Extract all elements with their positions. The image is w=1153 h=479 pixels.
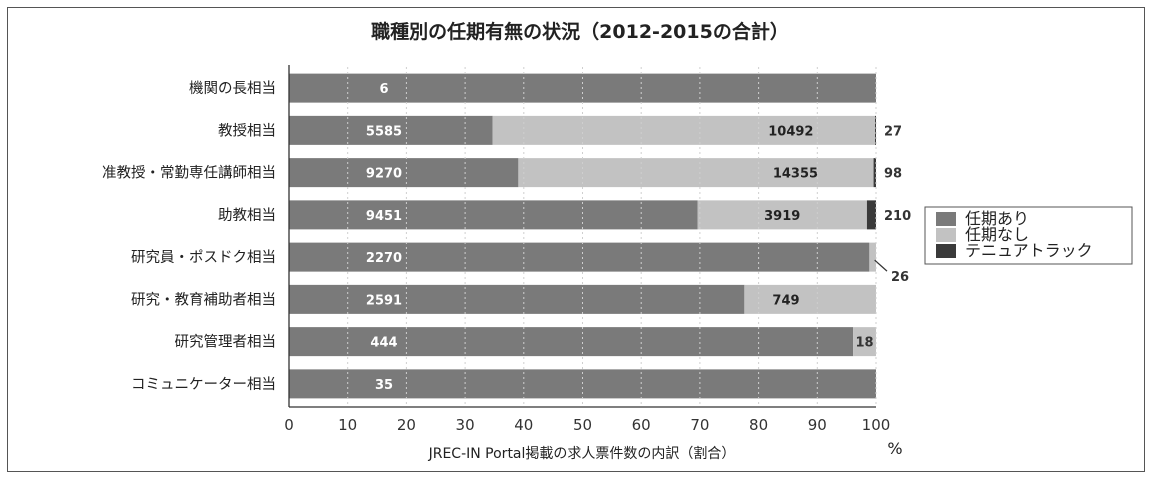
bar-segment [744, 284, 876, 314]
category-label: 助教相当 [218, 207, 276, 224]
data-label: 2270 [366, 251, 402, 266]
x-tick-label: 80 [749, 416, 768, 434]
x-tick-label: 10 [338, 416, 357, 434]
category-label: 准教授・常勤専任講師相当 [102, 165, 276, 182]
data-label: 2591 [366, 293, 402, 308]
bar-segment [289, 158, 519, 188]
category-label: コミュニケーター相当 [131, 376, 276, 393]
x-tick-label: 20 [397, 416, 416, 434]
legend-label: テニュアトラック [965, 241, 1093, 260]
category-label: 研究管理者相当 [175, 334, 277, 351]
bar-segment [875, 115, 876, 145]
bar-segment [289, 284, 745, 314]
data-label: 10492 [768, 124, 813, 139]
data-label: 26 [891, 270, 909, 285]
x-tick-label: 60 [632, 416, 651, 434]
x-axis-label: JREC-IN Portal掲載の求人票件数の内訳（割合） [428, 445, 736, 462]
bar-segment [873, 158, 876, 188]
data-label: 18 [856, 336, 874, 351]
data-label: 210 [884, 209, 911, 224]
legend-swatch [936, 212, 956, 226]
legend-box [924, 206, 1133, 265]
bar-segment [289, 242, 870, 272]
data-label: 35 [375, 378, 393, 393]
data-label: 3919 [764, 209, 800, 224]
x-tick-label: 30 [456, 416, 475, 434]
data-label: 749 [772, 293, 799, 308]
data-label: 27 [884, 124, 902, 139]
bar-segment [289, 327, 854, 357]
data-label: 98 [884, 167, 902, 182]
bar-segment [866, 200, 876, 230]
x-tick-label: 0 [284, 416, 294, 434]
x-tick-label: 40 [514, 416, 533, 434]
category-label: 教授相当 [218, 122, 276, 139]
leader-line [874, 259, 888, 272]
bar-segment [518, 158, 874, 188]
x-tick-label: 90 [808, 416, 827, 434]
x-tick-label: 100 [862, 416, 891, 434]
bar-segment [492, 115, 876, 145]
bar-segment [853, 327, 876, 357]
x-axis-unit: % [887, 439, 902, 458]
legend-swatch [936, 244, 956, 258]
plot-area: 機関の長相当 6 教授相当 5585 10492 27 准教授・常勤専任講師相当 9270 14… [102, 65, 911, 434]
bar-segment [289, 115, 493, 145]
data-label: 444 [370, 336, 397, 351]
bar-segment [697, 200, 867, 230]
bar-segment [289, 200, 698, 230]
data-label: 14355 [773, 167, 818, 182]
legend-swatch [936, 228, 956, 242]
data-label: 9270 [366, 167, 402, 182]
data-label: 6 [379, 82, 388, 97]
bar-segment [869, 242, 876, 272]
category-label: 研究・教育補助者相当 [131, 291, 276, 308]
x-tick-label: 70 [690, 416, 709, 434]
category-label: 機関の長相当 [189, 80, 276, 97]
chart-title: 職種別の任期有無の状況（2012-2015の合計） [371, 20, 789, 43]
data-label: 9451 [366, 209, 402, 224]
legend-label: 任期なし [965, 225, 1029, 244]
category-label: 研究員・ポスドク相当 [131, 249, 276, 266]
legend-label: 任期あり [965, 209, 1029, 228]
x-tick-label: 50 [573, 416, 592, 434]
data-label: 5585 [366, 124, 402, 139]
